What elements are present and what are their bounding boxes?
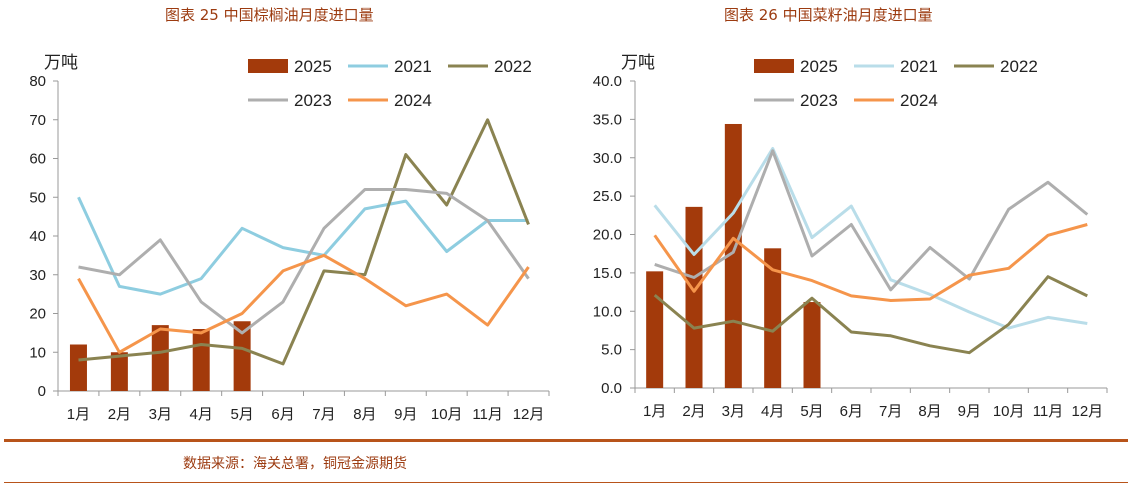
footer-divider-bottom	[4, 482, 1128, 483]
y-tick-label: 40.0	[593, 73, 622, 90]
series-line-2024	[77, 253, 530, 354]
x-tick-label: 2月	[108, 406, 131, 423]
legend-swatch-2025	[248, 59, 288, 73]
x-tick-label: 8月	[353, 406, 376, 423]
y-tick-label: 35.0	[593, 111, 622, 128]
legend-label-2023: 2023	[294, 91, 332, 110]
y-tick-label: 30	[29, 267, 46, 284]
series-line-2024	[653, 223, 1088, 302]
legend-label-2021: 2021	[394, 57, 432, 76]
bar-2025	[764, 248, 782, 388]
legend-label-2024: 2024	[900, 91, 938, 110]
y-tick-label: 10.0	[593, 303, 622, 320]
palm-oil-import-chart: 万吨 0 10 20 30 40 50 60 70 80 1月 2月 3月 4月 5月 6月 7月 8月 9月 10月…	[29, 53, 550, 423]
x-tick-label: 6月	[840, 403, 863, 420]
chart-title-rapeseed-oil: 图表 26 中国菜籽油月度进口量	[724, 6, 933, 24]
y-tick-label: 70	[29, 112, 46, 129]
x-tick-label: 11月	[472, 406, 503, 423]
x-tick-label: 5月	[800, 403, 823, 420]
y-axis-unit-label: 万吨	[621, 53, 655, 72]
x-tick-label: 11月	[1033, 403, 1064, 420]
series-line-2023	[78, 188, 530, 335]
bar-2025	[69, 344, 87, 391]
legend-label-2023: 2023	[800, 91, 838, 110]
source-note: 数据来源：海关总署，铜冠金源期货	[183, 456, 407, 472]
x-tick-label: 6月	[271, 406, 294, 423]
bar-2025	[151, 325, 169, 391]
x-tick-label: 7月	[879, 403, 902, 420]
bar-2025	[685, 206, 703, 388]
series-line-2022	[78, 118, 530, 366]
x-tick-label: 10月	[993, 403, 1025, 420]
y-tick-label: 50	[29, 189, 46, 206]
y-tick-label: 25.0	[593, 188, 622, 205]
y-tick-label: 20	[29, 306, 46, 323]
y-tick-label: 80	[29, 73, 46, 90]
legend-label-2022: 2022	[494, 57, 532, 76]
y-tick-label: 5.0	[601, 342, 622, 359]
y-tick-label: 20.0	[593, 227, 622, 244]
y-tick-label: 10	[29, 344, 46, 361]
y-tick-label: 60	[29, 151, 46, 168]
y-tick-label: 15.0	[593, 265, 622, 282]
x-tick-label: 8月	[918, 403, 941, 420]
series-line-2023	[654, 149, 1089, 292]
x-tick-label: 9月	[958, 403, 981, 420]
x-tick-label: 1月	[67, 406, 90, 423]
x-tick-label: 12月	[1071, 403, 1103, 420]
rapeseed-oil-import-chart: 万吨 0.0 5.0 10.0 15.0 20.0 25.0 30.0 35.0 40.0 1月 2月…	[593, 53, 1108, 420]
bar-2025	[803, 302, 821, 388]
footer-divider-top	[4, 439, 1128, 442]
bar-2025	[233, 321, 251, 391]
series-line-2021	[653, 147, 1088, 330]
y-tick-label: 0.0	[601, 380, 622, 397]
y-tick-label: 0	[38, 383, 46, 400]
x-tick-label: 2月	[682, 403, 705, 420]
x-tick-label: 3月	[722, 403, 745, 420]
x-tick-label: 10月	[431, 406, 463, 423]
legend-label-2022: 2022	[1000, 57, 1038, 76]
legend-swatch-2025	[754, 59, 794, 73]
series-line-2022	[653, 275, 1088, 355]
bar-2025	[192, 329, 210, 391]
x-tick-label: 4月	[190, 406, 213, 423]
x-tick-label: 4月	[761, 403, 784, 420]
x-tick-label: 3月	[149, 406, 172, 423]
x-tick-label: 1月	[643, 403, 666, 420]
series-line-2021	[77, 196, 529, 296]
legend-label-2025: 2025	[800, 57, 838, 76]
bar-2025	[646, 271, 664, 388]
y-axis-unit-label: 万吨	[44, 53, 78, 72]
y-tick-label: 40	[29, 228, 46, 245]
legend-label-2024: 2024	[394, 91, 432, 110]
x-tick-label: 7月	[312, 406, 335, 423]
legend-label-2025: 2025	[294, 57, 332, 76]
bar-2025	[110, 352, 128, 391]
x-tick-label: 12月	[513, 406, 545, 423]
chart-title-palm-oil: 图表 25 中国棕榈油月度进口量	[165, 6, 374, 24]
x-tick-label: 9月	[394, 406, 417, 423]
x-tick-label: 5月	[230, 406, 253, 423]
y-tick-label: 30.0	[593, 150, 622, 167]
legend-label-2021: 2021	[900, 57, 938, 76]
